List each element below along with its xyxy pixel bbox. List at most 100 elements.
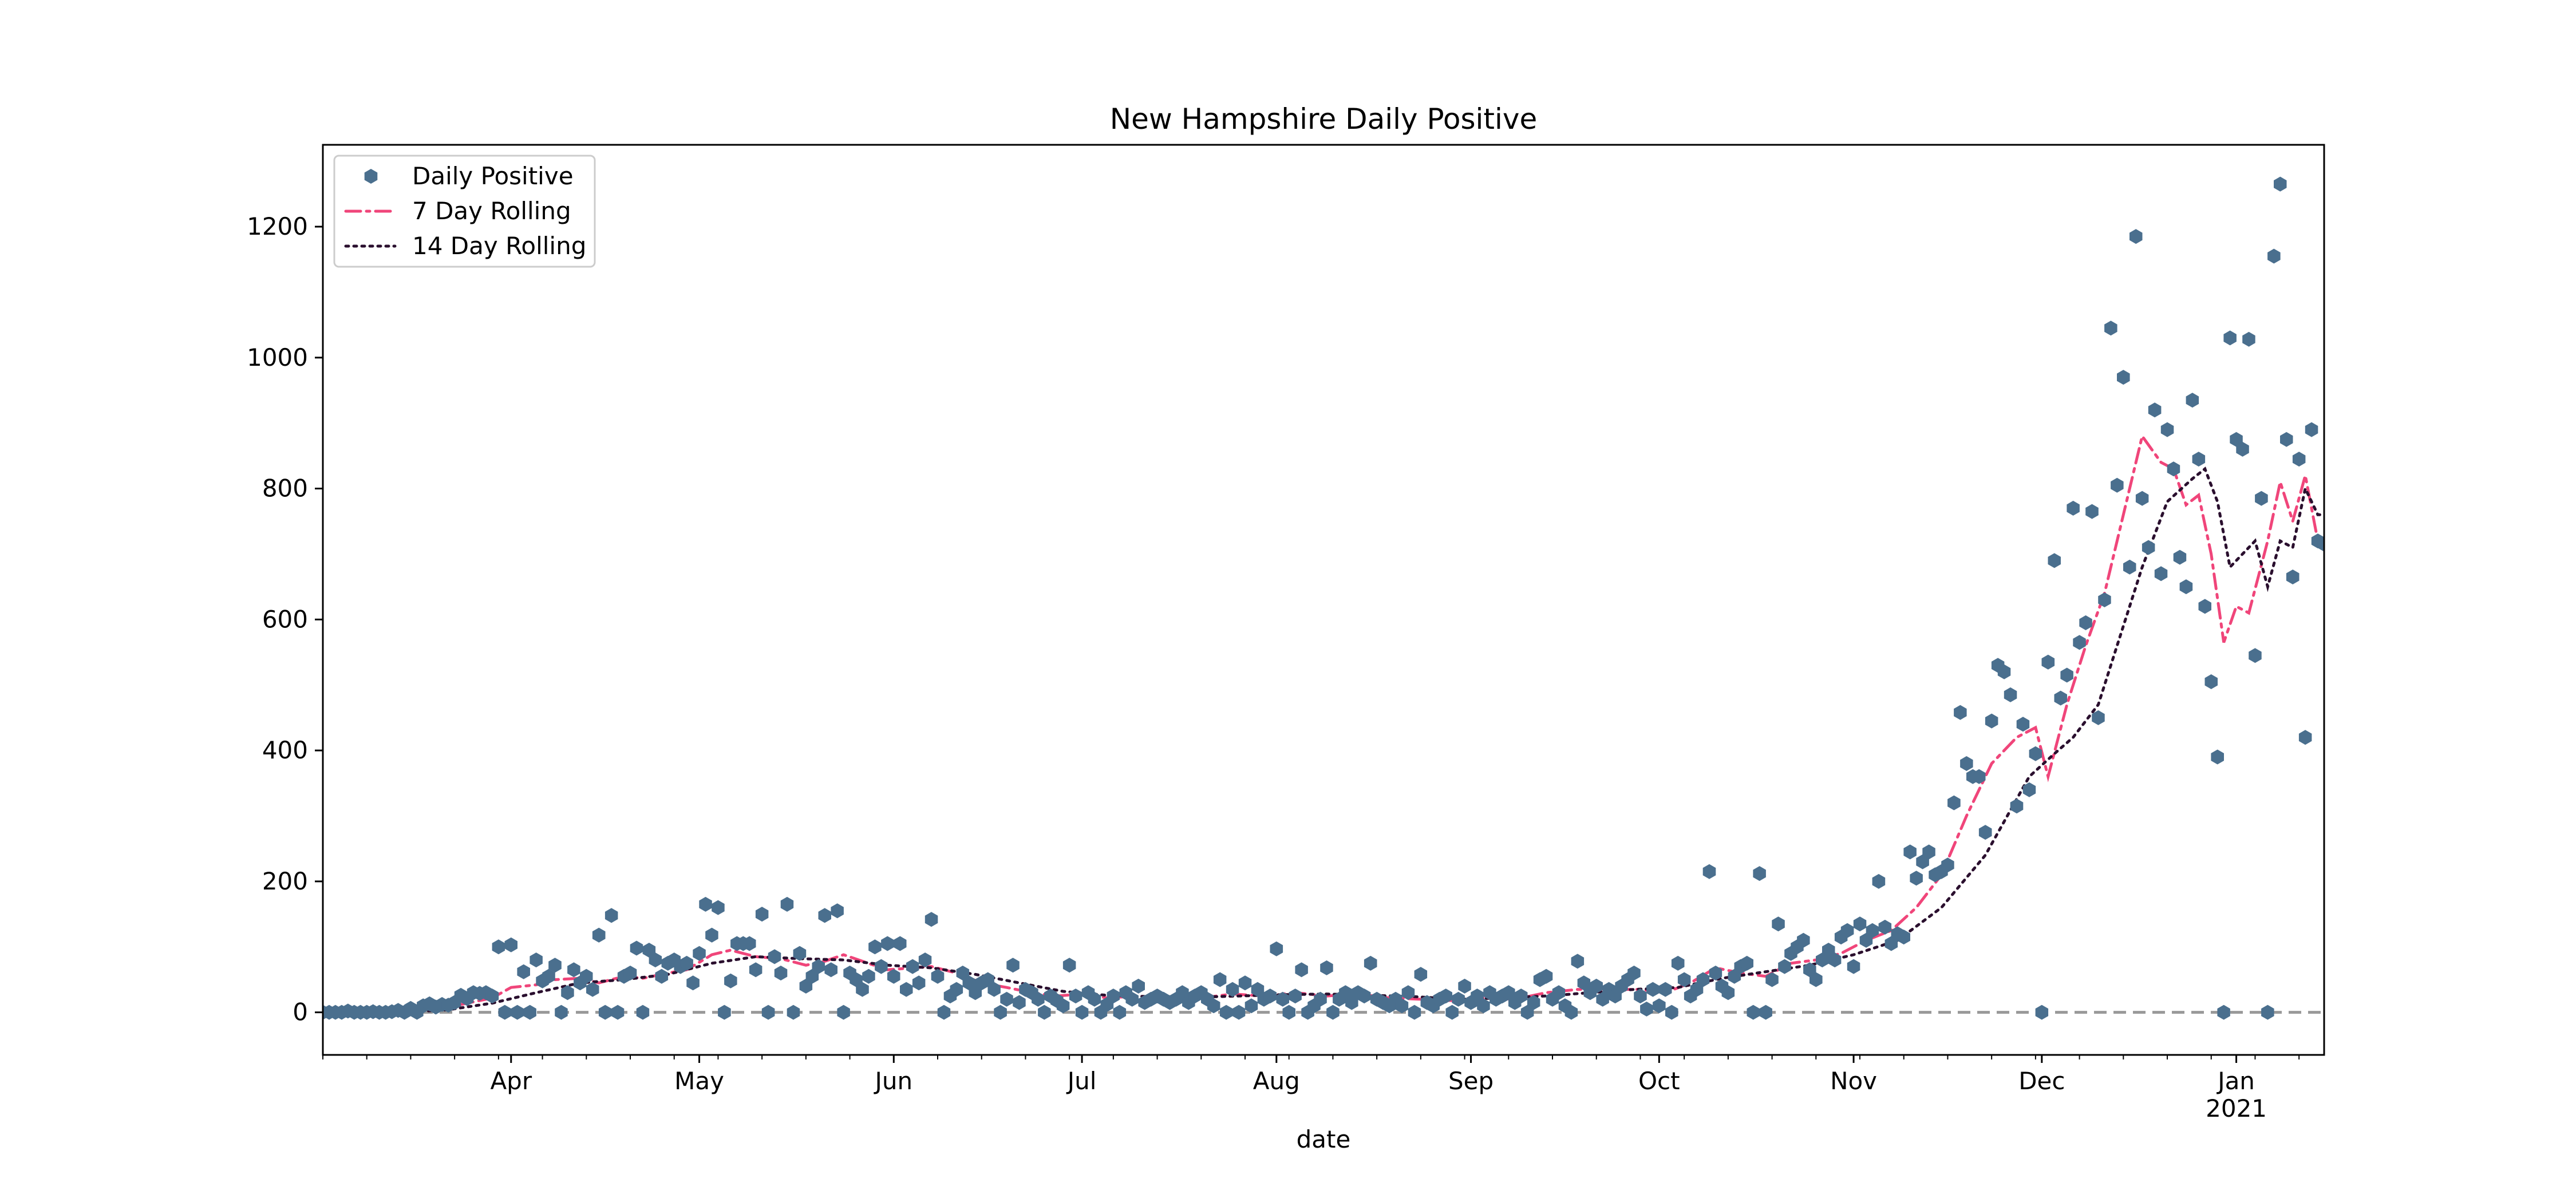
y-tick-label: 400 — [262, 736, 308, 764]
daily-positive-point — [1696, 972, 1710, 987]
daily-positive-point — [2230, 432, 2243, 447]
daily-positive-point — [2343, 576, 2356, 591]
x-axis-title: date — [1297, 1125, 1351, 1153]
daily-positive-point — [580, 968, 593, 984]
daily-positive-point — [1069, 989, 1082, 1004]
daily-positive-point — [1985, 713, 1998, 729]
legend-label: 14 Day Rolling — [412, 232, 586, 260]
daily-positive-point — [761, 1005, 775, 1020]
daily-positive-point — [1728, 968, 1741, 984]
daily-positive-point — [1702, 864, 1716, 879]
daily-positive-point — [2261, 1005, 2274, 1020]
daily-positive-point — [1847, 959, 1860, 974]
daily-positive-point — [1590, 978, 1603, 994]
daily-positive-point — [1326, 1005, 1340, 1020]
daily-positive-point — [1721, 985, 1735, 1001]
y-tick-label: 1200 — [247, 212, 308, 240]
daily-positive-point — [1884, 936, 1898, 951]
daily-positive-point — [1075, 1005, 1089, 1020]
daily-positive-point — [2123, 559, 2136, 575]
daily-positive-point — [718, 1005, 731, 1020]
daily-positive-point — [1520, 1005, 1534, 1020]
daily-positive-point — [1251, 982, 1265, 997]
daily-positive-point — [1263, 989, 1277, 1004]
daily-positive-point — [2167, 461, 2180, 477]
daily-positive-point — [1640, 1001, 1653, 1017]
daily-positive-point — [1276, 991, 1289, 1007]
daily-positive-point — [2330, 455, 2344, 470]
daily-positive-point — [504, 937, 517, 952]
daily-positive-point — [1132, 978, 1145, 994]
x-tick-label: Oct — [1638, 1067, 1680, 1095]
daily-positive-point — [642, 943, 656, 958]
daily-positive-point — [2192, 452, 2206, 467]
daily-positive-point — [1897, 930, 1910, 945]
daily-positive-point — [2148, 402, 2162, 418]
daily-positive-point — [1238, 975, 1252, 991]
daily-positive-point — [799, 978, 813, 994]
daily-positive-point — [1314, 991, 1327, 1007]
daily-positive-point — [981, 972, 994, 987]
y-axis: 0 200 400 600 800 1000 1200 — [247, 212, 323, 1026]
daily-positive-point — [1916, 854, 1929, 869]
legend-box — [333, 155, 596, 268]
daily-positive-point — [492, 939, 505, 955]
daily-positive-point — [1941, 857, 1954, 873]
daily-positive-point — [680, 955, 693, 971]
x-tick-label: May — [674, 1067, 724, 1095]
daily-positive-point — [693, 946, 706, 961]
fourteen-day-rolling-line — [403, 466, 2324, 1014]
daily-positive-point — [1056, 998, 1070, 1014]
daily-positive-point — [994, 1005, 1007, 1020]
daily-positive-point — [2154, 566, 2168, 582]
daily-positive-point — [1872, 873, 1886, 889]
daily-positive-point — [2129, 229, 2143, 244]
daily-positive-point — [1765, 972, 1779, 987]
daily-positive-point — [1596, 991, 1609, 1007]
daily-positive-point — [2029, 746, 2042, 761]
daily-positive-point — [2298, 730, 2312, 745]
daily-positive-point — [1659, 982, 1672, 997]
x-tick-label: Nov — [1830, 1067, 1877, 1095]
daily-positive-point — [1539, 968, 1553, 984]
daily-positive-point — [2217, 1005, 2230, 1020]
daily-positive-point — [2004, 687, 2017, 702]
x-tick-label: Jan — [2216, 1067, 2255, 1095]
daily-positive-point — [2179, 579, 2193, 595]
daily-positive-point — [1997, 664, 2011, 679]
daily-positive-point — [623, 966, 637, 980]
daily-positive-point — [1339, 985, 1352, 1001]
daily-positive-point — [2054, 690, 2067, 706]
daily-positive-point — [1922, 844, 1935, 860]
daily-positive-point — [875, 959, 888, 974]
daily-positive-point — [950, 982, 963, 997]
daily-positive-point — [1653, 998, 1666, 1014]
daily-positive-point — [2267, 248, 2281, 264]
daily-positive-point — [1634, 989, 1647, 1004]
daily-positive-point — [2337, 366, 2350, 381]
daily-positive-point — [931, 968, 945, 984]
y-tick-label: 1000 — [247, 343, 308, 371]
daily-positive-point — [1006, 958, 1020, 973]
daily-positive-point — [2079, 615, 2092, 630]
daily-positive-point — [937, 1005, 951, 1020]
daily-positive-point — [1125, 991, 1139, 1007]
daily-positive-point — [780, 896, 794, 912]
daily-positive-point — [1176, 985, 1189, 1001]
daily-positive-point — [1219, 1005, 1233, 1020]
daily-positive-point — [1978, 825, 1992, 840]
daily-positive-point — [1840, 923, 1854, 938]
daily-positive-point — [567, 962, 580, 978]
daily-positive-point — [2022, 782, 2036, 797]
daily-positive-point — [1747, 1005, 1760, 1020]
daily-positive-point — [1571, 954, 1585, 969]
daily-positive-point — [2317, 536, 2324, 552]
daily-positive-point — [1809, 972, 1823, 987]
daily-positive-point — [956, 966, 970, 980]
daily-positive-point — [1113, 1005, 1127, 1020]
x-tick-label: Aug — [1253, 1067, 1300, 1095]
daily-positive-point — [523, 1005, 536, 1020]
daily-positive-point — [2085, 504, 2099, 519]
daily-positive-point — [774, 966, 788, 980]
